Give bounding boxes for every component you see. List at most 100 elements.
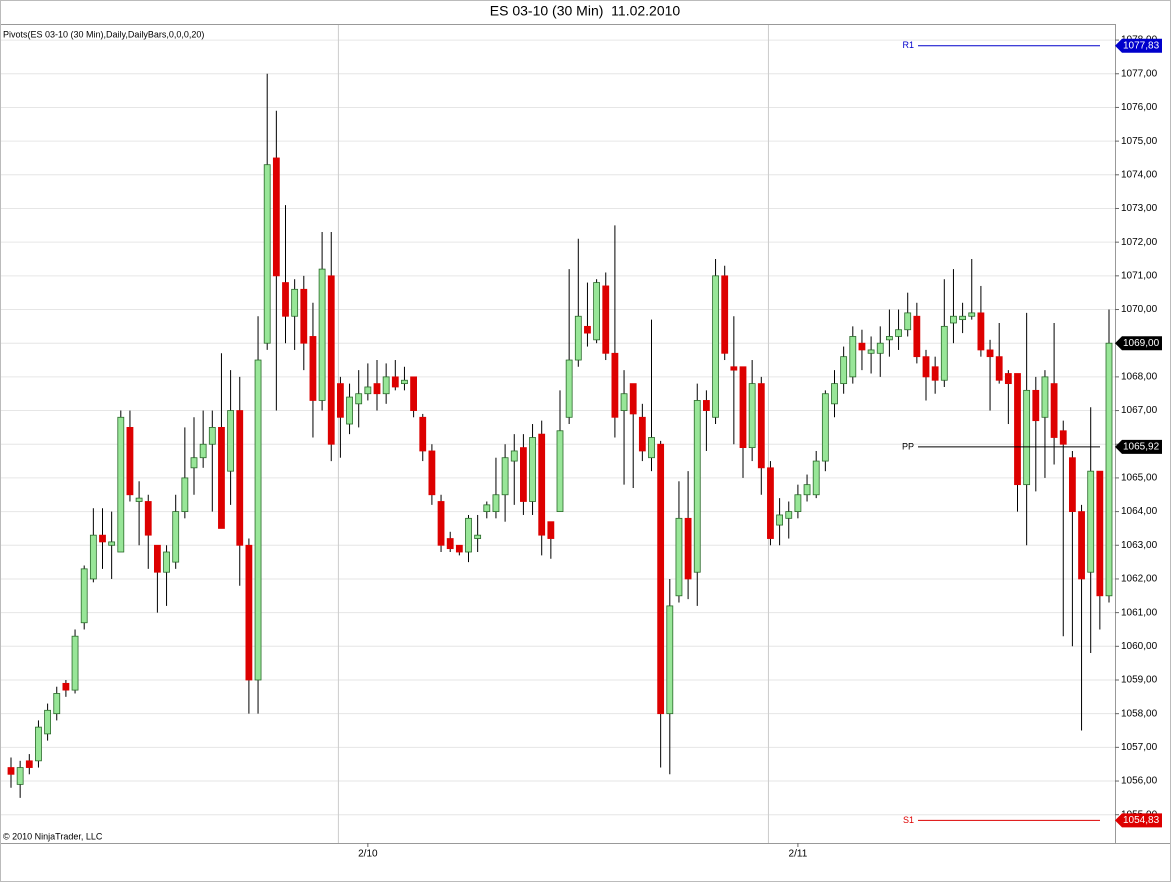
candle-body: [71, 635, 79, 691]
candle-body: [144, 501, 152, 536]
candle-body: [172, 511, 180, 563]
candle-body: [831, 383, 838, 405]
candle-body: [126, 426, 134, 496]
candle-body: [803, 484, 811, 496]
candle-body: [876, 342, 884, 354]
candle-body: [1059, 430, 1067, 445]
y-tick-label: 1068,00: [1121, 372, 1158, 383]
candle-body: [108, 541, 116, 546]
candle-body: [1032, 389, 1040, 422]
candle-body: [913, 315, 921, 358]
candle-body: [99, 534, 106, 543]
candle-body: [117, 416, 125, 553]
candle-body: [218, 426, 225, 529]
candle-body: [446, 538, 454, 550]
candle-body: [812, 460, 820, 496]
y-tick-label: 1058,00: [1121, 708, 1158, 719]
x-tick-label: 2/10: [358, 849, 378, 860]
x-tick-label: 2/11: [789, 849, 808, 860]
candle-body: [236, 410, 244, 546]
candle-body: [510, 450, 518, 462]
candle-body: [693, 400, 701, 573]
candle-body: [556, 430, 564, 512]
y-tick-label: 1057,00: [1121, 742, 1158, 753]
candle-body: [53, 693, 61, 715]
candle-body: [501, 457, 509, 496]
candle-body: [318, 268, 326, 401]
y-tick-label: 1076,00: [1121, 102, 1158, 113]
candle-body: [849, 336, 857, 378]
candle-body: [666, 605, 674, 715]
candle-body: [410, 376, 418, 411]
candle-body: [886, 336, 893, 341]
y-tick-label: 1067,00: [1121, 405, 1158, 416]
candle-body: [382, 376, 390, 395]
y-tick-label: 1074,00: [1121, 169, 1158, 180]
candle-body: [785, 511, 793, 519]
candle-body: [1041, 376, 1049, 418]
y-tick-label: 1070,00: [1121, 304, 1158, 315]
candle-body: [300, 288, 308, 344]
y-tick-label: 1077,00: [1121, 68, 1158, 79]
candle-body: [181, 477, 189, 512]
candle-body: [529, 437, 536, 502]
candle-body: [748, 383, 756, 449]
candle-body: [62, 682, 70, 691]
candle-body: [950, 315, 957, 324]
candle-body: [291, 288, 299, 317]
candle-body: [620, 393, 628, 411]
pivot-name: R1: [902, 40, 914, 50]
candle-body: [44, 709, 51, 735]
pivot-price-label: 1054,83: [1123, 815, 1160, 826]
candle-body: [959, 315, 966, 321]
candle-body: [968, 312, 976, 317]
candle-body: [437, 501, 445, 546]
last-price-label: 1069,00: [1123, 338, 1160, 349]
candle-body: [1069, 457, 1076, 512]
candle-body: [593, 282, 600, 341]
candle-body: [574, 315, 582, 361]
candle-body: [895, 329, 902, 337]
candle-body: [483, 504, 491, 512]
candle-body: [739, 366, 747, 449]
candle-body: [428, 450, 436, 496]
candle-body: [520, 447, 527, 502]
candle-body: [638, 416, 646, 452]
candle-body: [602, 285, 610, 354]
y-tick-label: 1072,00: [1121, 237, 1158, 248]
candle-body: [611, 352, 619, 418]
candle-body: [657, 443, 665, 715]
candle-body: [419, 416, 427, 452]
candle-body: [208, 426, 216, 445]
candle-body: [309, 336, 317, 401]
candle-body: [757, 383, 765, 469]
candle-body: [565, 359, 573, 418]
candle-body: [940, 325, 948, 381]
y-tick-label: 1075,00: [1121, 136, 1158, 147]
candle-body: [538, 433, 546, 536]
y-tick-label: 1073,00: [1121, 203, 1158, 214]
candle-body: [1004, 373, 1012, 385]
candle-body: [629, 383, 637, 415]
pivot-price-label: 1065,92: [1123, 442, 1160, 453]
candle-body: [1096, 470, 1104, 597]
candle-body: [492, 494, 500, 512]
candle-body: [89, 534, 97, 580]
candle-body: [1105, 342, 1113, 597]
chart-title: ES 03-10 (30 Min) 11.02.2010: [490, 3, 681, 19]
candle-body: [776, 514, 783, 526]
candle-body: [474, 534, 482, 539]
candle-body: [199, 443, 207, 459]
y-tick-label: 1059,00: [1121, 675, 1158, 686]
candle-body: [153, 544, 161, 573]
pivot-price-box: [1115, 38, 1162, 53]
candle-body: [922, 356, 930, 378]
candle-body: [995, 356, 1003, 381]
y-tick-label: 1064,00: [1121, 506, 1158, 517]
candle-body: [1087, 470, 1095, 573]
candle-body: [931, 366, 939, 381]
y-tick-label: 1061,00: [1121, 607, 1158, 618]
candle-body: [986, 349, 994, 358]
candle-body: [35, 726, 42, 762]
